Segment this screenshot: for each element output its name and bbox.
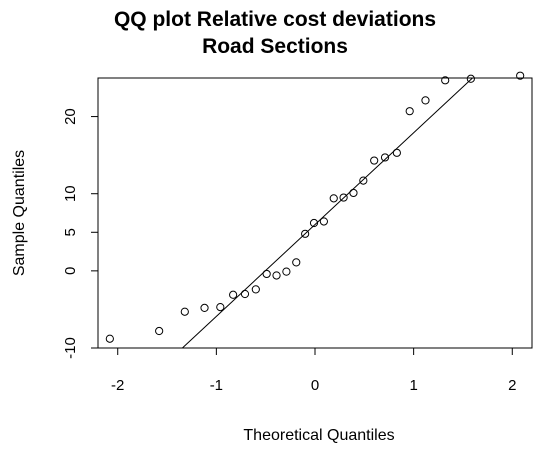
data-point [380, 153, 390, 162]
x-tick-label: -1 [210, 377, 223, 394]
data-point [200, 303, 209, 312]
y-tick-label: 10 [62, 185, 79, 202]
x-tick-label: 2 [508, 377, 516, 394]
data-point [216, 303, 225, 312]
x-tick-label: -2 [111, 377, 124, 394]
x-tick-label: 1 [409, 377, 417, 394]
data-point [359, 176, 368, 185]
data-point [282, 267, 291, 276]
data-point [251, 285, 260, 294]
chart-subtitle: Road Sections [202, 35, 348, 58]
y-tick-label: 0 [62, 267, 79, 275]
y-tick-label: 20 [62, 108, 79, 125]
data-point [262, 269, 271, 279]
data-point [180, 307, 189, 316]
y-axis-title: Sample Quantiles [11, 150, 28, 276]
data-point [301, 229, 310, 238]
data-point [466, 74, 475, 83]
data-point [421, 96, 430, 105]
data-point [309, 218, 319, 228]
data-point [272, 271, 281, 280]
data-point [370, 156, 379, 165]
data-point [441, 76, 450, 85]
data-point [229, 290, 238, 299]
y-tick-label: 5 [62, 228, 79, 236]
data-point [155, 326, 164, 336]
x-tick-label: 0 [311, 377, 319, 394]
data-point [349, 188, 358, 198]
data-point [240, 289, 250, 299]
chart-title: QQ plot Relative cost deviations [113, 8, 437, 31]
data-point [339, 193, 348, 202]
x-axis-title: Theoretical Quantiles [243, 427, 394, 444]
data-point [105, 334, 114, 343]
plot-frame [97, 77, 533, 349]
data-point [329, 194, 338, 203]
y-tick-label: -10 [62, 337, 79, 359]
data-point [319, 217, 328, 226]
data-point [405, 107, 414, 116]
reference-line [182, 77, 473, 349]
data-point [392, 148, 401, 157]
data-point [292, 258, 301, 267]
data-point [516, 71, 525, 80]
